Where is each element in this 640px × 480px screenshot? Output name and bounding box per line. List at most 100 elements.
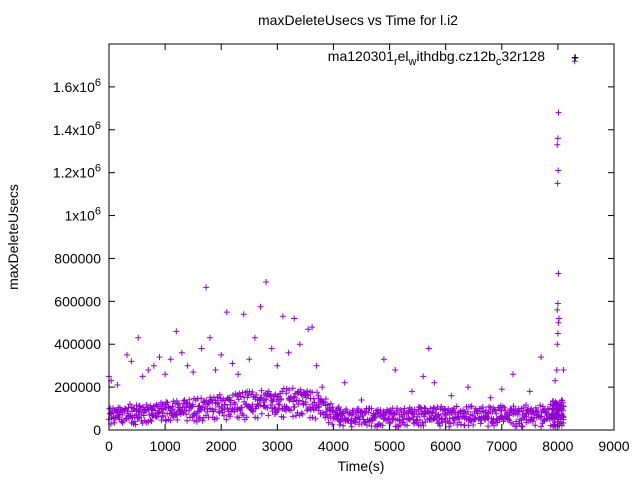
data-point	[135, 334, 142, 341]
data-point	[322, 396, 329, 402]
data-point	[274, 362, 281, 369]
data-point	[552, 377, 559, 384]
data-point	[555, 270, 562, 277]
data-point	[358, 421, 365, 427]
data-point	[186, 396, 193, 403]
x-tick-label: 7000	[486, 438, 517, 454]
data-point	[554, 341, 561, 348]
data-point	[439, 419, 446, 426]
data-point	[288, 407, 294, 414]
data-point	[238, 404, 245, 411]
data-point	[446, 423, 453, 430]
data-point	[526, 388, 533, 395]
data-point	[218, 351, 225, 358]
data-point	[516, 408, 523, 415]
data-point	[190, 369, 197, 376]
x-axis-label: Time(s)	[338, 458, 385, 474]
data-point	[263, 279, 270, 285]
data-point	[214, 400, 220, 407]
y-tick-label: 400000	[54, 336, 101, 352]
data-point	[227, 413, 234, 420]
data-point	[290, 393, 297, 400]
data-point	[198, 407, 204, 414]
data-point	[501, 404, 508, 411]
data-point	[382, 410, 389, 417]
data-point	[132, 421, 139, 428]
legend-label: ma120301relwithdbg.cz12bc32r128	[328, 48, 545, 68]
data-point	[240, 311, 247, 318]
data-point	[530, 418, 536, 425]
data-point	[470, 422, 477, 428]
data-point	[500, 418, 507, 425]
data-point	[429, 409, 436, 415]
data-point	[286, 387, 293, 393]
y-tick-label: 1x106	[65, 206, 101, 224]
data-point	[336, 421, 343, 428]
x-tick-label: 9000	[598, 438, 629, 454]
data-point	[198, 345, 205, 352]
data-point	[267, 402, 274, 408]
data-point	[295, 401, 302, 408]
data-point	[251, 334, 258, 341]
data-point	[560, 367, 567, 373]
data-point	[325, 419, 332, 426]
data-point	[219, 409, 226, 416]
data-point	[560, 420, 567, 426]
data-point	[555, 109, 562, 116]
data-point	[224, 405, 231, 411]
y-axis-label: maxDeleteUsecs	[5, 184, 21, 290]
data-points	[105, 58, 578, 430]
data-point	[387, 419, 394, 426]
data-point	[392, 367, 399, 373]
data-point	[319, 384, 326, 391]
data-point	[221, 412, 227, 419]
data-point	[250, 408, 256, 415]
data-point	[198, 395, 205, 402]
data-point	[343, 406, 350, 413]
data-point	[311, 399, 318, 406]
data-point	[491, 406, 498, 413]
data-point	[551, 406, 558, 413]
data-point	[313, 362, 320, 369]
data-point	[215, 399, 222, 406]
data-point	[265, 412, 272, 419]
data-point	[207, 334, 213, 341]
y-tick-label: 1.4x106	[53, 120, 101, 138]
data-point	[131, 418, 138, 425]
data-point	[148, 418, 155, 425]
data-point	[248, 407, 255, 414]
data-point	[289, 413, 296, 420]
data-point	[468, 403, 475, 410]
data-point	[556, 315, 562, 322]
data-point	[167, 356, 174, 363]
data-point	[229, 360, 236, 367]
x-tick-label: 1000	[150, 438, 181, 454]
data-point	[485, 423, 492, 430]
data-point	[304, 392, 311, 399]
data-point	[436, 420, 442, 427]
data-point	[136, 402, 143, 409]
data-point	[189, 401, 196, 408]
data-point	[191, 417, 198, 424]
plot-frame	[108, 43, 615, 431]
data-point	[291, 404, 298, 411]
data-point	[560, 403, 567, 410]
data-point	[296, 341, 303, 348]
legend: ma120301relwithdbg.cz12bc32r128 +	[328, 48, 579, 68]
legend-marker: +	[571, 50, 579, 65]
data-point	[421, 413, 428, 420]
data-point	[554, 300, 561, 307]
data-point	[547, 401, 554, 408]
data-point	[491, 422, 498, 429]
data-point	[160, 413, 167, 420]
data-point	[505, 416, 512, 422]
data-point	[173, 328, 180, 335]
data-point	[448, 392, 455, 399]
data-point	[150, 362, 157, 369]
data-point	[273, 398, 280, 404]
y-tick-label: 200000	[54, 379, 101, 395]
data-point	[377, 407, 384, 414]
data-point	[365, 409, 372, 416]
data-point	[289, 385, 296, 392]
